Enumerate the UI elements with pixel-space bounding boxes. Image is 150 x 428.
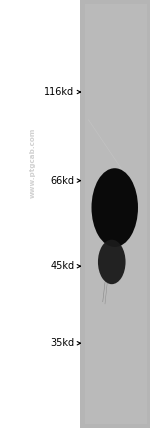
Text: 116kd: 116kd xyxy=(44,87,74,97)
Ellipse shape xyxy=(92,168,138,247)
Text: 45kd: 45kd xyxy=(50,261,74,271)
Ellipse shape xyxy=(98,240,126,284)
Text: www.ptgcab.com: www.ptgcab.com xyxy=(30,128,36,198)
Text: 35kd: 35kd xyxy=(50,338,74,348)
Text: 66kd: 66kd xyxy=(50,175,74,186)
Bar xyxy=(80,0,150,428)
Bar xyxy=(85,4,147,424)
